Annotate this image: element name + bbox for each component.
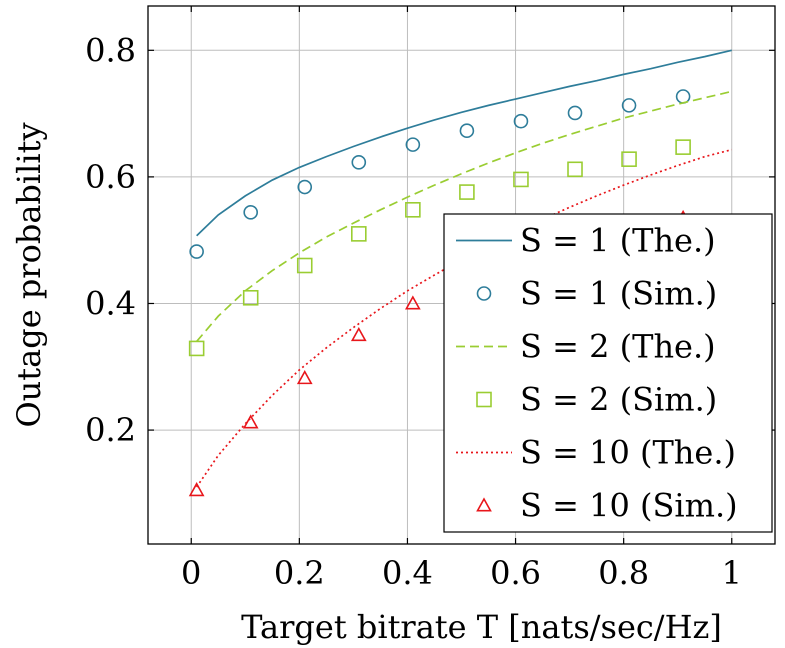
legend-swatch-marker bbox=[476, 391, 492, 408]
x-tick-label: 0.4 bbox=[382, 554, 433, 592]
legend-swatch-marker bbox=[476, 497, 492, 512]
data-point-square bbox=[188, 340, 205, 357]
y-tick-label: 0.4 bbox=[85, 284, 136, 322]
data-point-circle bbox=[351, 155, 367, 170]
series-2 bbox=[189, 89, 691, 259]
series-line bbox=[195, 148, 732, 488]
data-point-triangle bbox=[188, 482, 205, 497]
series-3 bbox=[196, 90, 732, 343]
series-line bbox=[196, 49, 732, 237]
legend-swatch-marker bbox=[476, 286, 492, 301]
x-tick-label: 0 bbox=[181, 554, 201, 592]
legend-entry: S = 2 (Sim.) bbox=[476, 381, 717, 419]
legend-label: S = 2 (The.) bbox=[520, 328, 716, 366]
legend-entry: S = 1 (Sim.) bbox=[476, 275, 717, 313]
data-point-square bbox=[351, 226, 367, 242]
data-point-square bbox=[296, 257, 313, 274]
legend-entry: S = 2 (The.) bbox=[456, 328, 716, 366]
data-point-square bbox=[675, 139, 691, 155]
x-tick-label: 0.6 bbox=[490, 554, 541, 592]
data-point-circle bbox=[297, 179, 313, 195]
legend-label: S = 10 (The.) bbox=[520, 434, 736, 472]
y-tick-label: 0.2 bbox=[85, 411, 136, 449]
data-point-square bbox=[621, 151, 637, 167]
legend-label: S = 1 (The.) bbox=[520, 222, 716, 260]
data-point-circle bbox=[567, 105, 583, 121]
series-4 bbox=[188, 139, 691, 357]
data-point-circle bbox=[621, 98, 637, 113]
data-point-square bbox=[513, 171, 529, 188]
data-point-square bbox=[405, 202, 421, 218]
y-tick-label: 0.6 bbox=[85, 158, 136, 196]
legend-entry: S = 10 (The.) bbox=[456, 434, 736, 472]
data-point-circle bbox=[405, 137, 421, 152]
data-point-triangle bbox=[296, 370, 313, 385]
x-tick-label: 0.2 bbox=[274, 554, 325, 592]
data-point-square bbox=[242, 289, 259, 306]
data-point-square bbox=[567, 161, 583, 178]
data-point-circle bbox=[459, 123, 475, 138]
legend-entry: S = 1 (The.) bbox=[456, 222, 716, 260]
series-1 bbox=[196, 49, 732, 237]
legend-label: S = 1 (Sim.) bbox=[520, 275, 717, 313]
legend-entries: S = 1 (The.) S = 1 (Sim.) S = 2 (The.) S = … bbox=[456, 222, 738, 525]
legend-label: S = 2 (Sim.) bbox=[520, 381, 717, 419]
legend-box bbox=[443, 213, 773, 533]
x-tick-label: 1 bbox=[722, 554, 742, 592]
legend: S = 1 (The.) S = 1 (Sim.) S = 2 (The.) S = … bbox=[443, 213, 773, 533]
data-point-triangle bbox=[242, 414, 259, 429]
legend-entry: S = 10 (Sim.) bbox=[476, 487, 738, 525]
plot-frame bbox=[147, 5, 776, 545]
x-tick-label: 0.8 bbox=[598, 554, 649, 592]
tick-layer: 0 0.2 0.4 0.6 0.8 1 0.2 0.4 0.6 0.8 bbox=[85, 6, 775, 592]
series-layer bbox=[188, 49, 732, 497]
series-5 bbox=[195, 148, 732, 488]
data-point-circle bbox=[189, 244, 204, 259]
series-line bbox=[196, 90, 732, 343]
y-tick-label: 0.8 bbox=[85, 31, 136, 69]
data-point-triangle bbox=[350, 326, 367, 342]
data-point-circle bbox=[513, 113, 529, 129]
data-point-triangle bbox=[404, 295, 421, 310]
data-point-circle bbox=[243, 205, 258, 220]
y-axis-label: Outage probability bbox=[10, 122, 48, 427]
data-point-square bbox=[459, 184, 475, 200]
x-axis-label: Target bitrate T [nats/sec/Hz] bbox=[241, 608, 722, 646]
legend-label: S = 10 (Sim.) bbox=[520, 487, 738, 525]
